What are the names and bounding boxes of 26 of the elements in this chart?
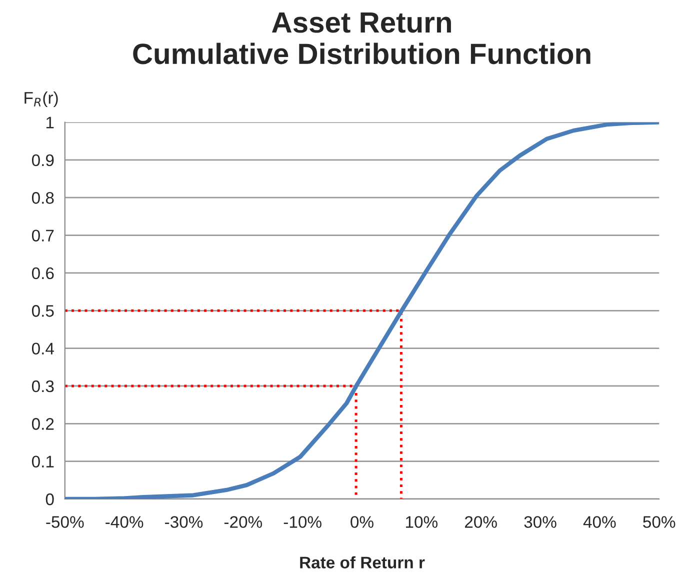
y-tick-label: 0.6 — [32, 267, 54, 280]
y-tick-label: 0.8 — [32, 192, 54, 204]
x-tick-label: 10% — [406, 516, 438, 528]
x-tick-label: 50% — [643, 516, 676, 528]
y-tick-label: 0.4 — [32, 342, 54, 355]
x-tick-label: -20% — [224, 516, 262, 528]
x-tick-label: -10% — [284, 516, 322, 528]
y-axis-title: F$_{R}$(r) — [24, 92, 58, 108]
y-tick-label: 0.7 — [32, 230, 54, 242]
x-tick-label: 0% — [350, 516, 374, 528]
y-tick-label: 0 — [46, 493, 54, 506]
y-tick-label: 0.3 — [32, 380, 54, 392]
y-tick-label: 0.1 — [32, 456, 54, 468]
x-tick-label: -40% — [106, 516, 144, 528]
line-series — [64, 122, 660, 500]
x-axis-title: Rate of Return r — [300, 556, 425, 568]
x-tick-label: -50% — [46, 516, 84, 528]
x-tick-label: 20% — [465, 516, 497, 528]
x-tick-label: 40% — [583, 516, 616, 528]
y-tick-label: 0.9 — [32, 154, 54, 166]
y-tick-label: 0.2 — [32, 418, 54, 430]
x-tick-label: 30% — [524, 516, 556, 528]
y-tick-label: 1 — [46, 116, 54, 128]
chart-title: Asset Return Cumulative Distribution Function — [133, 12, 590, 64]
x-tick-label: -30% — [165, 516, 203, 528]
y-tick-label: 0.5 — [32, 305, 54, 317]
